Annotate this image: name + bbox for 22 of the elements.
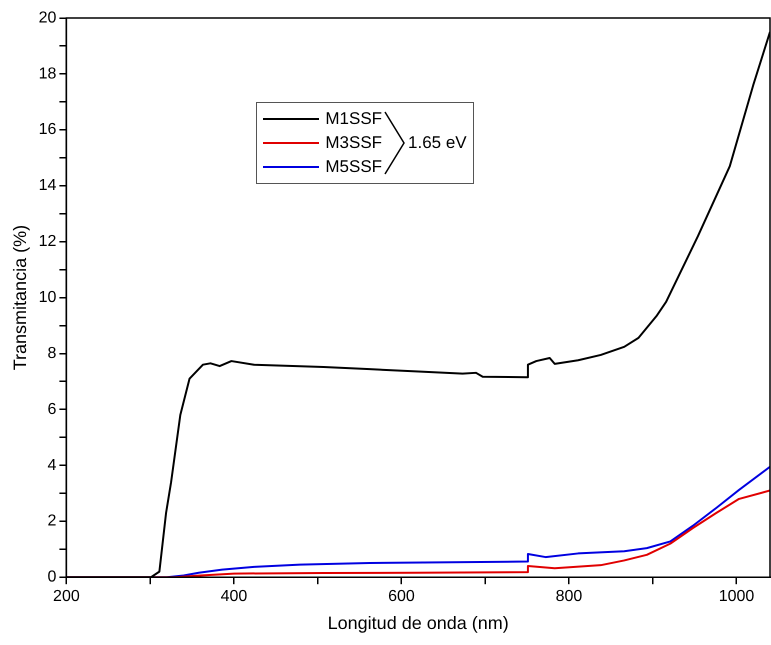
x-tick-label: 200 <box>53 588 80 606</box>
y-tick-label: 8 <box>47 344 56 362</box>
x-tick-label: 1000 <box>718 588 754 606</box>
legend-label: M5SSF <box>325 156 382 177</box>
y-tick-label: 2 <box>47 512 56 530</box>
annotation: 1.65 eV <box>408 132 467 153</box>
y-tick-label: 0 <box>47 568 56 586</box>
y-tick-label: 6 <box>47 400 56 418</box>
x-tick-label: 800 <box>556 588 582 606</box>
legend-label: M1SSF <box>325 108 382 129</box>
x-axis-title: Longitud de onda (nm) <box>328 613 509 634</box>
x-tick-label: 600 <box>388 588 415 606</box>
x-tick-label: 400 <box>220 588 248 606</box>
y-tick-label: 12 <box>38 233 56 250</box>
y-tick-label: 20 <box>38 9 56 26</box>
y-axis-title: Transmitancia (%) <box>10 224 30 370</box>
legend-label: M3SSF <box>325 132 382 153</box>
y-tick-label: 14 <box>38 177 56 194</box>
y-tick-label: 10 <box>38 289 56 306</box>
y-tick-label: 4 <box>47 456 56 474</box>
y-tick-label: 16 <box>38 121 56 138</box>
y-tick-label: 18 <box>38 65 56 82</box>
